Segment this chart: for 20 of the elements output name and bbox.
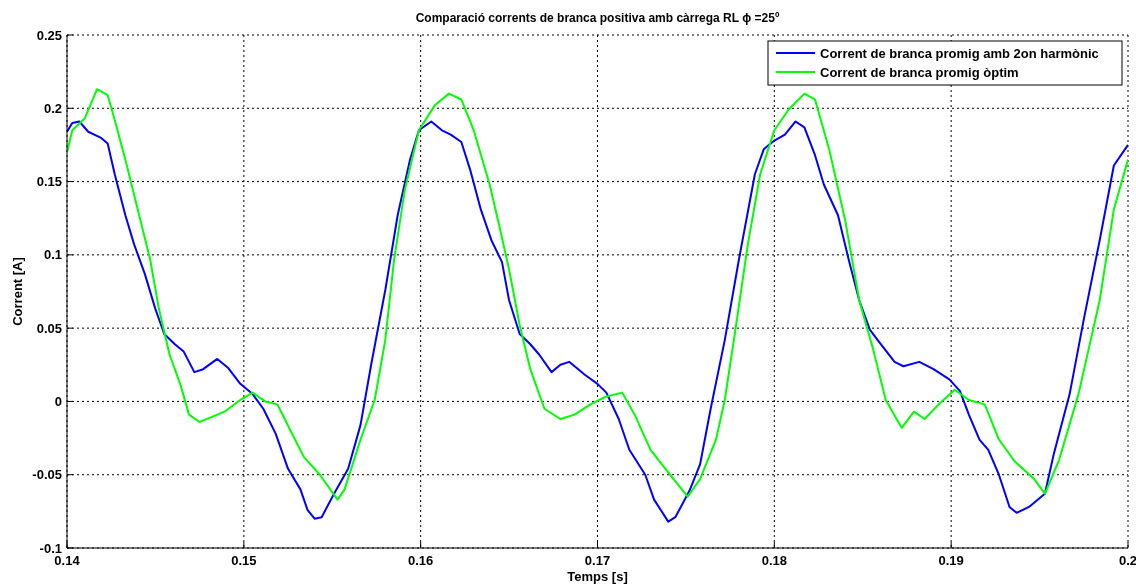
x-tick-label: 0.16 <box>408 553 434 568</box>
legend-label: Corrent de branca promig amb 2on harmònic <box>820 45 1099 61</box>
x-tick-label: 0.14 <box>54 553 81 568</box>
x-tick-label: 0.2 <box>1118 553 1136 568</box>
y-tick-label: -0.1 <box>39 540 62 556</box>
y-axis-title: Corrent [A] <box>10 257 25 326</box>
y-tick-label: 0 <box>54 393 62 409</box>
x-axis-title: Temps [s] <box>567 569 628 584</box>
x-tick-label: 0.15 <box>231 553 257 568</box>
x-tick-label: 0.18 <box>761 553 787 568</box>
y-tick-label: 0.1 <box>43 247 62 263</box>
y-tick-label: 0.2 <box>43 100 62 116</box>
x-tick-label: 0.17 <box>584 553 611 568</box>
chart-title: Comparació corrents de branca positiva amb càrrega RL ϕ =25º <box>415 11 780 25</box>
x-tick-label: 0.19 <box>938 553 964 568</box>
y-tick-label: -0.05 <box>32 467 62 483</box>
y-tick-label: 0.05 <box>36 320 62 336</box>
y-tick-label: 0.25 <box>36 27 62 43</box>
legend-label: Corrent de branca promig òptim <box>820 64 1019 80</box>
y-tick-label: 0.15 <box>36 174 62 190</box>
